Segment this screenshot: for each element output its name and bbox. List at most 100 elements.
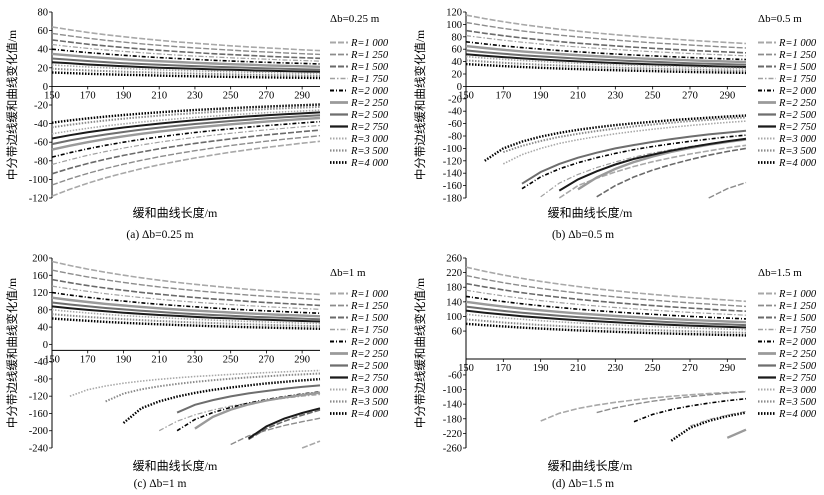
series-line-upper: [51, 43, 321, 62]
legend-label: R=2 750: [350, 122, 389, 133]
x-tick-label: 230: [607, 363, 623, 374]
series-line-lower: [194, 391, 321, 430]
series-line-upper: [51, 67, 321, 77]
chart-panel-3: -240 -200 -160 -120 -80 -40 0 40 80 120 160 200 150 1…: [5, 254, 389, 491]
legend-label: R=3 000: [350, 385, 389, 396]
series-line-lower: [51, 120, 321, 158]
y-tick-label: 100: [446, 312, 462, 323]
series-line-lower: [726, 428, 747, 439]
panel-caption: (a) Δb=0.25 m: [126, 229, 193, 241]
series-line-upper: [51, 285, 321, 310]
series-line-upper: [465, 35, 747, 57]
y-tick-label: 120: [446, 8, 462, 19]
series-line-upper: [51, 57, 321, 71]
y-tick-label: -140: [443, 400, 462, 411]
series-line-lower: [577, 138, 747, 191]
legend-label: R=2 000: [778, 86, 817, 97]
series-line-lower: [670, 411, 747, 442]
x-tick-label: 270: [259, 90, 275, 101]
x-tick-label: 270: [682, 90, 698, 101]
legend-label: R=2 500: [778, 110, 817, 121]
y-axis-label: 中分带边线缓和曲线变化值/m: [413, 278, 427, 428]
legend-label: R=1 000: [778, 289, 817, 300]
series-line-upper: [51, 61, 321, 73]
y-tick-label: -160: [443, 181, 462, 192]
x-tick-label: 210: [570, 363, 586, 374]
x-tick-label: 230: [607, 90, 623, 101]
y-tick-label: -180: [443, 194, 462, 205]
legend-label: R=2 250: [778, 98, 817, 109]
y-axis-label: 中分带边线缓和曲线变化值/m: [413, 30, 427, 180]
y-tick-label: 20: [452, 70, 463, 81]
y-tick-label: 60: [38, 26, 49, 37]
y-tick-label: -40: [34, 357, 48, 368]
x-tick-label: 250: [223, 354, 239, 365]
legend-label: R=1 250: [778, 301, 817, 312]
series-line-lower: [248, 409, 321, 441]
legend-label: R=2 250: [350, 98, 389, 109]
series-line-lower: [521, 134, 747, 190]
series-line-upper: [51, 39, 321, 60]
y-tick-label: 40: [38, 323, 49, 334]
series-line-upper: [465, 295, 747, 320]
series-line-lower: [484, 114, 747, 162]
legend-label: R=1 750: [778, 325, 817, 336]
legend-label: R=2 250: [778, 349, 817, 360]
x-tick-label: 290: [294, 354, 310, 365]
y-tick-label: -20: [448, 94, 462, 105]
legend-label: R=1 500: [778, 313, 817, 324]
legend-label: R=1 500: [778, 62, 817, 73]
series-line-upper: [465, 21, 747, 49]
legend-label: R=3 500: [350, 146, 389, 157]
y-tick-label: -240: [29, 444, 48, 455]
legend-label: R=1 750: [350, 325, 389, 336]
legend-label: R=2 750: [778, 373, 817, 384]
legend-label: R=1 000: [350, 289, 389, 300]
y-tick-label: -120: [29, 194, 48, 205]
legend-label: R=2 250: [350, 349, 389, 360]
chart-panel-1: -120 -100 -80 -60 -40 -20 0 20 40 60 80 150 170 190 21…: [5, 8, 389, 242]
y-tick-label: -220: [443, 429, 462, 440]
x-tick-label: 290: [719, 90, 735, 101]
legend-label: R=2 500: [350, 110, 389, 121]
series-line-upper: [465, 309, 747, 329]
x-tick-label: 170: [495, 363, 511, 374]
y-tick-label: -40: [34, 119, 48, 130]
series-line-upper: [465, 49, 747, 66]
y-tick-label: 80: [452, 32, 463, 43]
y-tick-label: -100: [443, 385, 462, 396]
legend-label: R=1 750: [350, 74, 389, 85]
series-line-upper: [51, 305, 321, 323]
y-tick-label: 80: [38, 305, 49, 316]
series-line-lower: [596, 147, 747, 198]
series-line-upper: [465, 53, 747, 68]
series-line-lower: [51, 116, 321, 151]
y-tick-label: 0: [43, 82, 48, 93]
y-tick-label: -160: [29, 409, 48, 420]
series-line-upper: [51, 260, 321, 296]
y-tick-label: 140: [446, 297, 462, 308]
y-tick-label: 60: [452, 327, 463, 338]
y-tick-label: -60: [448, 119, 462, 130]
legend-title: Δb=1.5 m: [758, 267, 802, 279]
series-line-lower: [230, 417, 321, 446]
series-line-lower: [51, 105, 321, 129]
y-tick-label: 160: [32, 271, 48, 282]
legend-label: R=1 500: [350, 313, 389, 324]
y-tick-label: 120: [32, 288, 48, 299]
x-tick-label: 170: [80, 90, 96, 101]
panel-caption: (b) Δb=0.5 m: [552, 229, 614, 241]
series-line-lower: [158, 393, 321, 432]
legend-title: Δb=0.25 m: [330, 13, 380, 25]
series-line-upper: [51, 301, 321, 321]
y-tick-label: -120: [29, 392, 48, 403]
y-tick-label: -60: [448, 370, 462, 381]
x-axis-label: 缓和曲线长度/m: [133, 205, 218, 220]
y-tick-label: -80: [34, 374, 48, 385]
series-line-upper: [465, 14, 747, 45]
series-line-upper: [51, 269, 321, 301]
x-tick-label: 170: [495, 90, 511, 101]
y-tick-label: -200: [29, 426, 48, 437]
series-line-lower: [176, 391, 321, 432]
x-tick-label: 250: [645, 90, 661, 101]
